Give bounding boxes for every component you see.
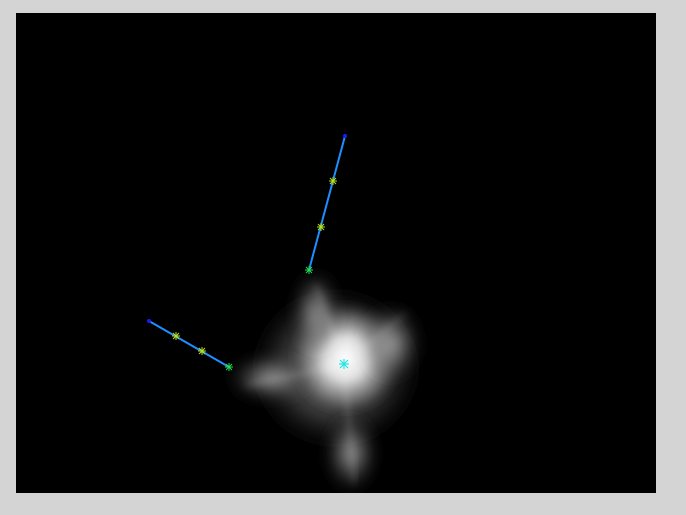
palm-glow [226,268,426,493]
cyan-cross-icon [339,359,349,369]
green-cross-icon [317,223,325,231]
green-cross-icon [198,347,206,355]
image-viewport[interactable] [16,13,656,493]
hand-skeleton-canvas [147,134,426,493]
green-cross-icon [172,332,180,340]
green-cross-icon [329,177,337,185]
finger-upper [305,134,347,274]
finger-upper-bone [308,135,346,271]
green-cross-icon [225,363,233,371]
blue-dot-icon [343,134,347,138]
finger-left [147,319,233,371]
finger-left-bone [148,320,230,368]
green-cross-icon [305,266,313,274]
blue-dot-icon [147,319,151,323]
